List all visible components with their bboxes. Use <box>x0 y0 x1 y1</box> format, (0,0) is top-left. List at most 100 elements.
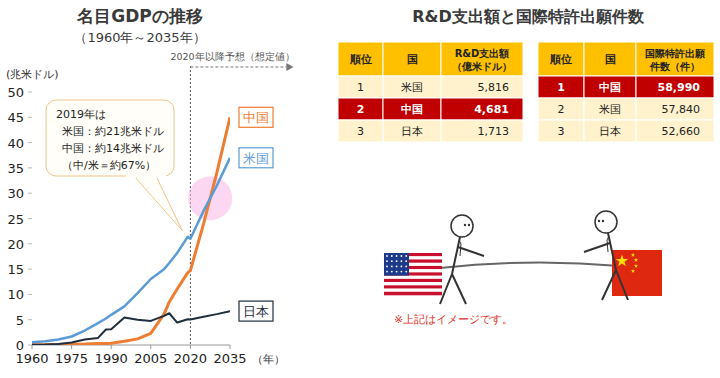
flag-star <box>401 255 403 257</box>
table-text: 58,990 <box>658 81 701 94</box>
x-tick <box>32 345 33 349</box>
table-cell <box>636 120 714 142</box>
series-label-box <box>239 148 273 168</box>
series-line <box>32 311 230 345</box>
figure-eye <box>464 224 466 226</box>
figure-head <box>595 211 617 233</box>
y-tick-label: 15 <box>7 262 24 277</box>
flag-stripe <box>384 285 442 289</box>
table-header: 国 <box>605 53 616 65</box>
x-tick <box>230 345 231 349</box>
table-header: R&D支出額 <box>455 48 510 59</box>
table-text: 5,816 <box>478 81 510 94</box>
table-cell <box>538 98 584 120</box>
x-tick-label: 1960 <box>15 351 48 366</box>
y-tick-label: 5 <box>16 313 24 328</box>
y-tick-label: 30 <box>7 186 24 201</box>
panel-title: R&D支出額と国際特許出願件数 <box>412 7 645 26</box>
table-text: 52,660 <box>662 125 701 138</box>
table-text: 1,713 <box>478 125 510 138</box>
x-tick <box>111 345 112 349</box>
chart-subtitle: （1960年～2035年） <box>74 30 205 45</box>
table-text: 米国 <box>599 103 621 116</box>
table-cell <box>441 98 523 120</box>
table-text: 日本 <box>599 125 621 138</box>
series-label-box <box>239 107 273 127</box>
callout-text: 中国：約14兆米ドル <box>62 142 164 155</box>
tug-of-war-illustration <box>384 211 662 304</box>
y-tick <box>28 243 32 244</box>
table-cell <box>538 76 584 98</box>
note: ※上記はイメージです。 <box>394 313 513 326</box>
y-tick-label: 40 <box>7 136 24 151</box>
figure-eye <box>468 224 470 226</box>
table-header-cell <box>441 42 523 76</box>
flag-star <box>386 255 388 257</box>
table-text: 中国 <box>401 103 423 116</box>
callout-tail <box>134 176 182 231</box>
series-label-box <box>239 301 273 321</box>
y-tick <box>28 319 32 320</box>
flag-star <box>401 266 403 268</box>
x-tick <box>71 345 72 349</box>
table-header: 件数（件） <box>649 61 700 72</box>
y-tick <box>28 142 32 143</box>
table-header: （億米ドル） <box>452 61 512 72</box>
flag-star <box>391 255 393 257</box>
figure-legs <box>440 274 466 304</box>
table-text: 1 <box>557 81 565 94</box>
figure-eye <box>602 220 604 222</box>
y-tick <box>28 92 32 93</box>
flag-star <box>386 266 388 268</box>
y-tick <box>28 167 32 168</box>
x-tick-label: 2035 <box>213 351 246 366</box>
y-tick <box>28 294 32 295</box>
table-text: 57,840 <box>662 103 701 116</box>
y-tick-label: 50 <box>7 85 24 100</box>
table-text: 3 <box>558 125 565 138</box>
table-header-cell <box>584 42 636 76</box>
rope <box>440 262 620 268</box>
table-text: 米国 <box>401 81 423 94</box>
flag-star <box>396 271 398 273</box>
chart-title: 名目GDPの推移 <box>76 6 203 26</box>
flag-star <box>391 271 393 273</box>
table-header-cell <box>383 42 441 76</box>
table-cell <box>584 120 636 142</box>
flag-star <box>391 266 393 268</box>
flag-star <box>401 271 403 273</box>
figure-body <box>608 233 616 270</box>
x-tick-label: 2020 <box>174 351 207 366</box>
table-cell <box>383 120 441 142</box>
flag-stripe <box>384 276 442 280</box>
table-header: 順位 <box>349 53 372 66</box>
flag-star <box>396 260 398 262</box>
table-cell <box>636 76 714 98</box>
figure-head <box>451 215 473 237</box>
flag-star <box>396 266 398 268</box>
callout-join <box>126 174 166 178</box>
series-line <box>32 158 230 342</box>
table-text: 2 <box>357 103 365 116</box>
y-tick <box>28 218 32 219</box>
flag-stripe <box>384 282 442 286</box>
series-label: 中国 <box>243 110 269 125</box>
flag-star <box>405 255 407 257</box>
y-tick-label: 35 <box>7 161 24 176</box>
x-tick-label: 1975 <box>55 351 88 366</box>
table-text: 1 <box>357 81 364 94</box>
y-tick <box>28 193 32 194</box>
table-cell <box>441 76 523 98</box>
flag-star <box>391 260 393 262</box>
flag-star <box>616 255 628 267</box>
figure-arm <box>584 243 610 252</box>
table-cell <box>338 98 383 120</box>
table-text: 4,681 <box>474 103 509 116</box>
table-text: 2 <box>558 103 565 116</box>
table-header: 国 <box>407 53 418 65</box>
plot-area <box>32 117 230 344</box>
table-header-cell <box>338 42 383 76</box>
forecast-label: 2020年以降予想（想定値） <box>170 51 294 62</box>
callout-text: 2019年は <box>56 108 106 121</box>
flag-star <box>631 269 635 273</box>
